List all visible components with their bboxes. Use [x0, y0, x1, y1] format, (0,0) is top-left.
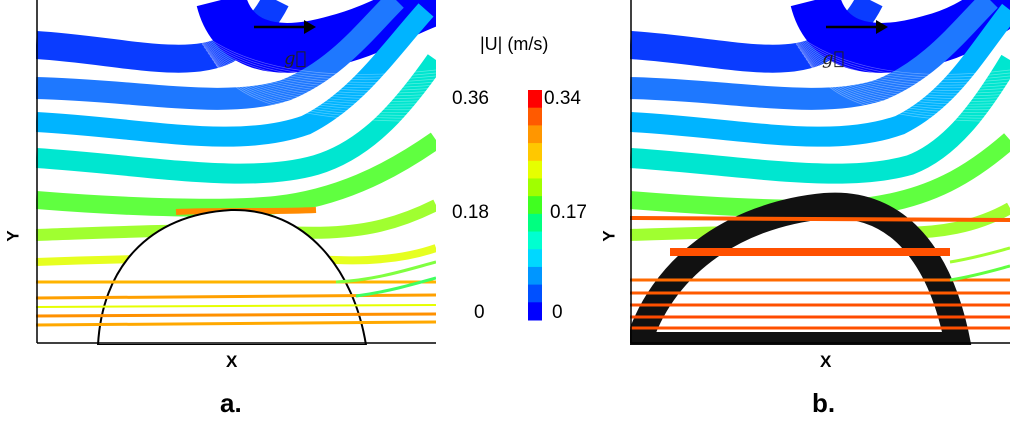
panel-caption-a: a.	[220, 388, 242, 418]
streamline-texture	[213, 61, 436, 113]
panel-b	[630, 0, 1010, 345]
colorbar-title: |U| (m/s)	[480, 34, 549, 54]
streamline-texture	[219, 70, 436, 122]
streamline-texture	[791, 37, 1010, 91]
panel-caption-b: b.	[812, 388, 836, 418]
streamline-texture	[217, 67, 436, 119]
streamline-texture	[203, 46, 436, 99]
gravity-arrow-head	[304, 20, 316, 34]
streamline-band	[630, 0, 998, 110]
streamline-band	[36, 0, 404, 110]
colorbar-band	[528, 107, 542, 126]
streamline-texture	[779, 19, 1010, 75]
streamline-texture	[193, 31, 436, 86]
streamline-texture	[207, 52, 436, 105]
colorbar-band	[528, 125, 542, 144]
colorbar-band	[528, 231, 542, 250]
streamline	[36, 312, 436, 318]
streamline-band	[36, 132, 436, 217]
panel-a	[36, 0, 436, 345]
streamline-texture	[789, 34, 1010, 89]
streamline-texture	[813, 70, 1010, 122]
colorbar-left-tick-mid: 0.18	[452, 202, 489, 223]
colorbar-band	[528, 266, 542, 286]
streamline-texture	[799, 49, 1010, 102]
streamline-texture	[781, 22, 1010, 78]
colorbar-band	[528, 143, 542, 162]
streamline-texture	[211, 58, 436, 111]
obstacle	[96, 208, 368, 345]
streamline-band	[630, 0, 883, 73]
streamline-band	[36, 3, 434, 147]
streamline-texture	[801, 52, 1010, 105]
colorbar-band	[528, 302, 542, 321]
streamline	[949, 264, 1010, 282]
streamline	[630, 216, 1010, 222]
streamline	[335, 260, 436, 284]
streamline	[36, 304, 436, 308]
streamline-texture	[807, 61, 1010, 113]
streamline-band	[36, 0, 289, 73]
gravity-label-a: g⃗	[284, 48, 307, 69]
flow-field-b	[630, 0, 1010, 345]
streamline-band	[630, 54, 1010, 184]
streamline-texture	[215, 64, 436, 116]
colorbar-gradient	[528, 90, 542, 321]
colorbar-band	[528, 249, 542, 268]
colorbar-right-tick-mid: 0.17	[550, 202, 587, 223]
flow-field-a	[36, 0, 436, 345]
streamline-texture	[191, 28, 436, 83]
x-axis-label-a: X	[226, 352, 238, 371]
streamline-texture	[805, 58, 1010, 111]
y-axis-label-a: Y	[3, 230, 23, 242]
y-axis-label-b: Y	[599, 230, 619, 242]
streamline-texture	[785, 28, 1010, 83]
obstacle	[630, 192, 972, 345]
colorbar-right-tick-bottom: 0	[552, 302, 563, 323]
colorbar-band	[528, 196, 542, 215]
x-axis-label-b: X	[820, 352, 832, 371]
colorbar-left-tick-top: 0.36	[452, 88, 489, 109]
streamline-band	[196, 0, 436, 73]
streamline-band	[630, 3, 1010, 147]
streamline-texture	[195, 34, 436, 89]
streamline-texture	[201, 43, 436, 97]
streamline-texture	[199, 40, 436, 94]
colorbar-left-tick-bottom: 0	[474, 302, 485, 323]
colorbar: |U| (m/s) 0.36 0.18 0 0.34 0.17 0	[440, 30, 610, 330]
streamline-texture	[209, 55, 436, 108]
streamline-texture	[185, 19, 436, 75]
streamline	[355, 276, 436, 298]
streamline-texture	[197, 37, 436, 91]
colorbar-band	[528, 284, 542, 303]
streamline	[36, 320, 436, 327]
colorbar-band	[528, 90, 542, 109]
streamline-texture	[803, 55, 1010, 108]
gravity-arrow-head	[876, 20, 888, 34]
streamline-texture	[809, 64, 1010, 116]
streamline-texture	[187, 22, 436, 78]
colorbar-band	[528, 178, 542, 197]
streamline-texture	[797, 46, 1010, 99]
streamline-texture	[811, 67, 1010, 119]
colorbar-band	[528, 213, 542, 233]
streamline-texture	[795, 43, 1010, 97]
streamline-band	[36, 54, 436, 184]
streamline	[949, 246, 1010, 264]
streamline	[36, 293, 436, 300]
colorbar-right-tick-top: 0.34	[544, 88, 581, 109]
streamline-texture	[793, 40, 1010, 94]
streamline-texture	[205, 49, 436, 102]
streamline-texture	[787, 31, 1010, 86]
streamline-texture	[783, 25, 1010, 81]
colorbar-band	[528, 160, 542, 179]
streamline-texture	[189, 25, 436, 81]
gravity-label-b: g⃗	[822, 48, 845, 69]
